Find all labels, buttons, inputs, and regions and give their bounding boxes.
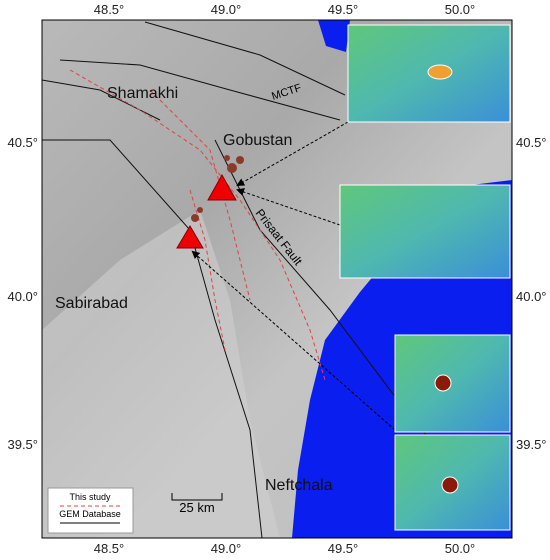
frame — [41, 19, 513, 539]
mud-volcanoes — [176, 155, 244, 249]
place: Shamakhi — [107, 85, 178, 102]
place: Gobustan — [223, 132, 292, 149]
place: Sabirabad — [55, 295, 128, 312]
lat-label: 39.5° — [516, 437, 547, 452]
lon-label: 49.5° — [328, 541, 359, 556]
lon-label: 48.5° — [94, 2, 125, 17]
sea — [318, 20, 350, 52]
lon-label: 50.0° — [445, 2, 476, 17]
insets — [339, 24, 511, 531]
legend-label: GEM Database — [59, 509, 121, 519]
lon-label: 48.5° — [94, 541, 125, 556]
lat-label: 40.5° — [7, 135, 38, 150]
lon-label: 50.0° — [445, 541, 476, 556]
lat-label: 39.5° — [7, 437, 38, 452]
lat-label: 40.0° — [516, 289, 547, 304]
arrows — [191, 121, 396, 431]
place: Neftchala — [265, 477, 333, 494]
scale-bar — [171, 493, 223, 501]
lat-label: 40.0° — [7, 289, 38, 304]
lon-label: 49.0° — [211, 2, 242, 17]
lat-label: 40.5° — [516, 135, 547, 150]
lowland — [42, 210, 280, 538]
lon-label: 49.0° — [211, 541, 242, 556]
legend-label: This study — [69, 492, 111, 502]
scale-label: 25 km — [179, 500, 214, 515]
legend: This study GEM Database — [47, 487, 134, 534]
lon-label: 49.5° — [328, 2, 359, 17]
